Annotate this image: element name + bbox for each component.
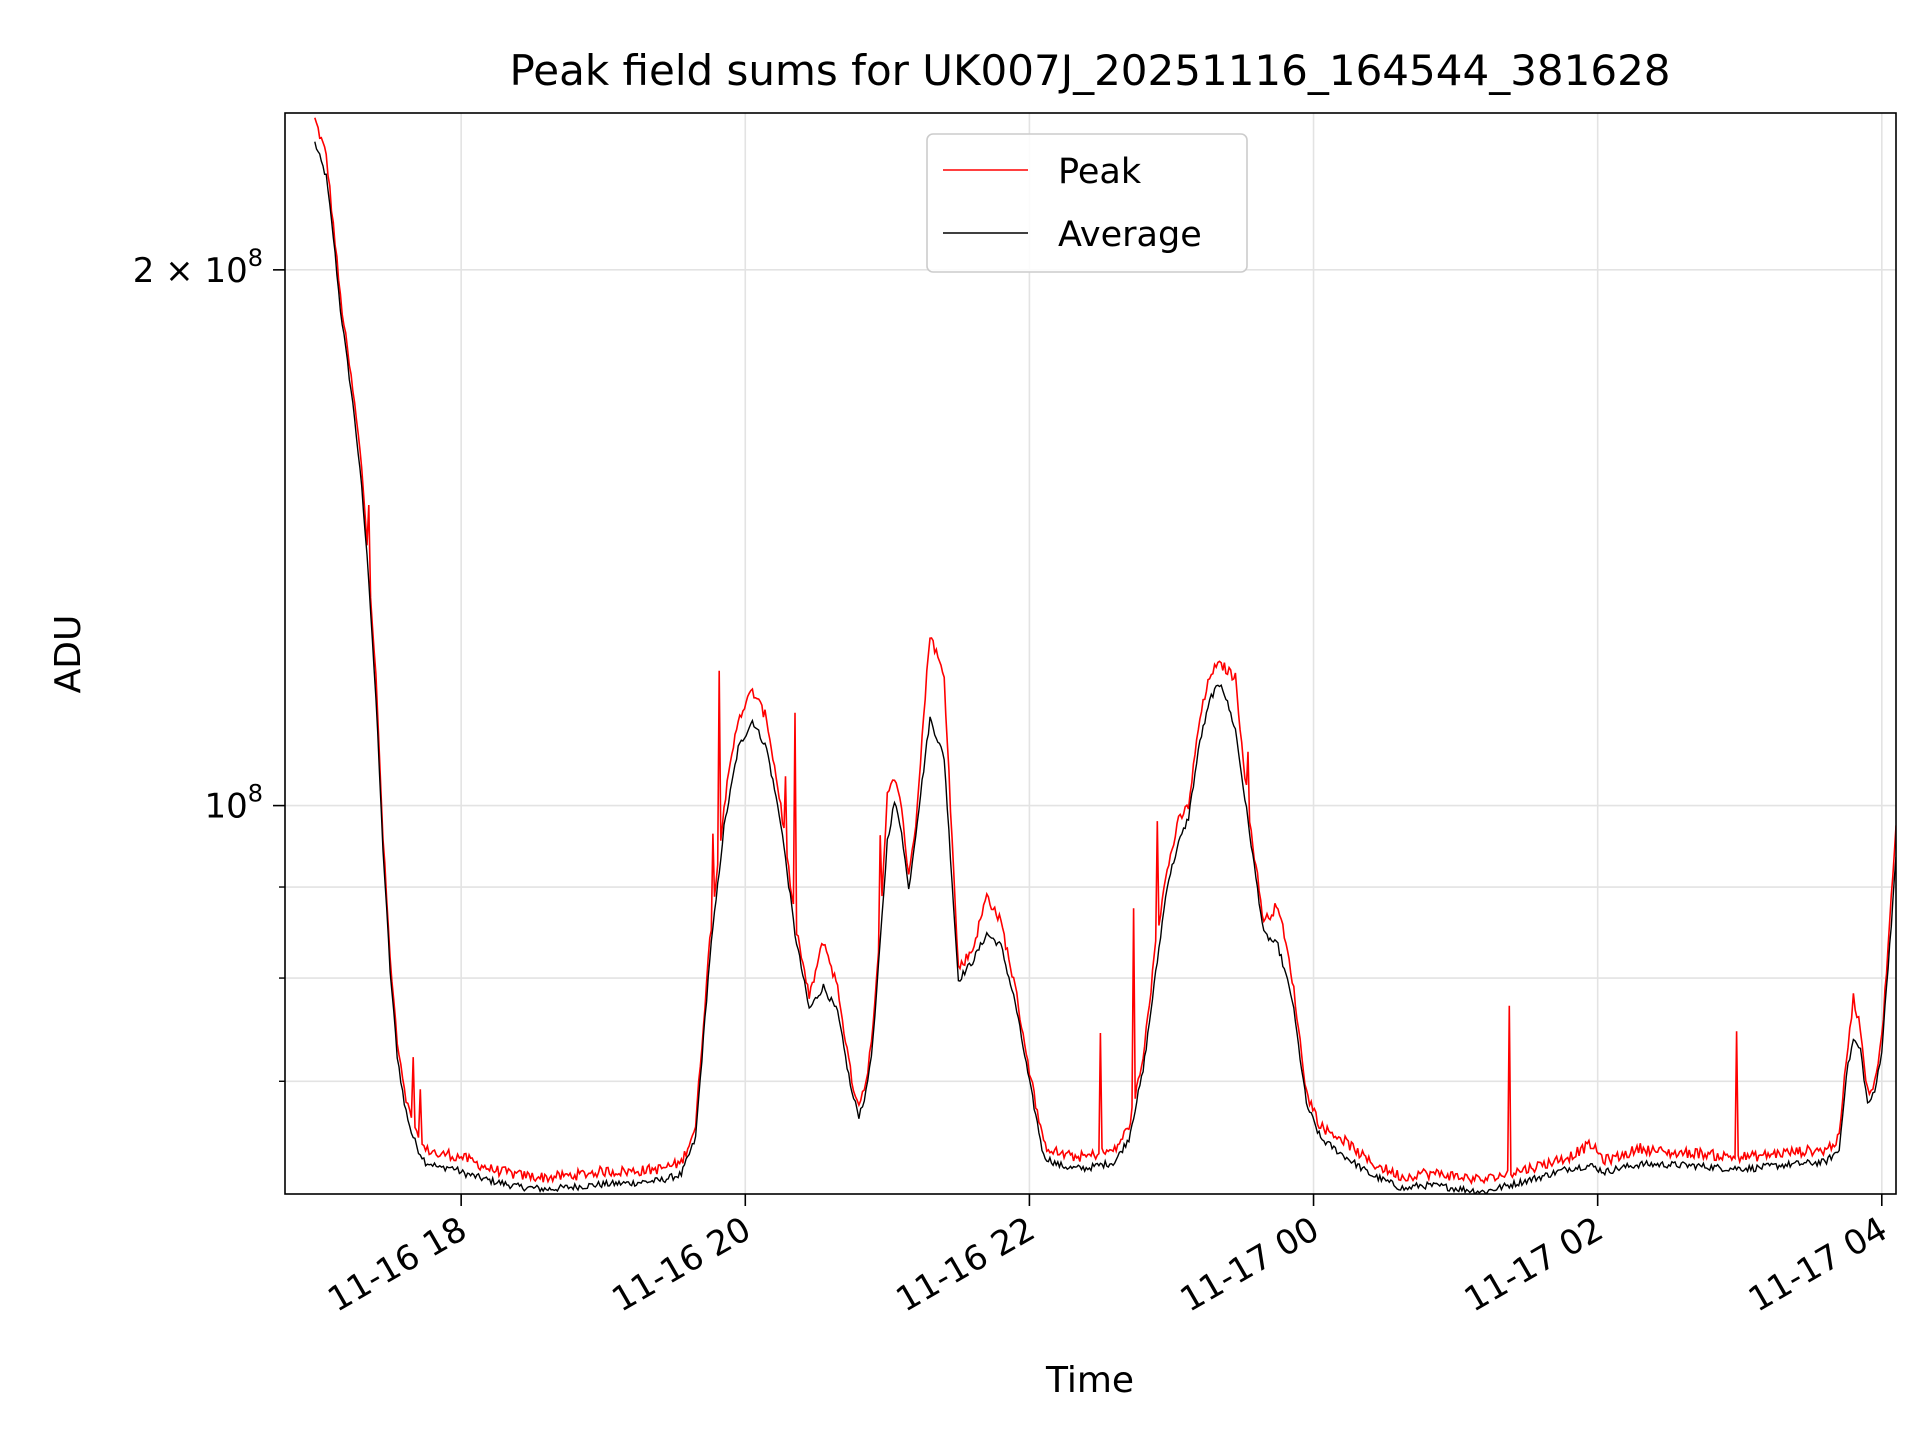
y-tick-label: 2 × 108	[133, 244, 263, 291]
x-tick-label: 11-16 18	[321, 1209, 473, 1320]
x-tick-label: 11-16 20	[605, 1209, 757, 1320]
x-tick-label: 11-17 04	[1742, 1209, 1894, 1320]
axes-frame	[284, 112, 1897, 1195]
peak-series-line	[314, 117, 1896, 1186]
x-axis-label: Time	[1045, 1360, 1134, 1401]
legend-average-label: Average	[1058, 215, 1202, 255]
plot-area	[314, 117, 1896, 1194]
y-axis-label: ADU	[48, 615, 89, 694]
x-tick-label: 11-17 02	[1458, 1209, 1610, 1320]
legend: Peak Average	[926, 133, 1248, 273]
y-tick-label: 108	[204, 780, 263, 827]
legend-box	[926, 133, 1248, 273]
x-tick-label: 11-16 22	[890, 1209, 1042, 1320]
chart-title: Peak field sums for UK007J_20251116_1645…	[509, 46, 1670, 95]
x-tick-label: 11-17 00	[1174, 1209, 1326, 1320]
axis-ticks: 11-16 18 11-16 20 11-16 22 11-17 00 11-17 02…	[133, 244, 1895, 1320]
legend-peak-label: Peak	[1058, 152, 1142, 192]
average-series-line	[314, 141, 1896, 1194]
grid-lines	[285, 113, 1896, 1194]
